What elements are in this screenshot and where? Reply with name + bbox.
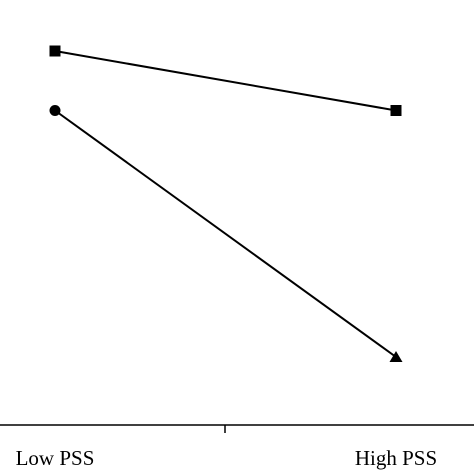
- marker-square: [49, 45, 61, 57]
- x-tick-label: Low PSS: [16, 446, 95, 470]
- marker-triangle: [389, 351, 403, 362]
- marker-square: [390, 105, 402, 116]
- series-line: [54, 50, 397, 112]
- marker-circle: [49, 105, 61, 116]
- x-tick-label: High PSS: [355, 446, 437, 470]
- series-line: [54, 109, 397, 358]
